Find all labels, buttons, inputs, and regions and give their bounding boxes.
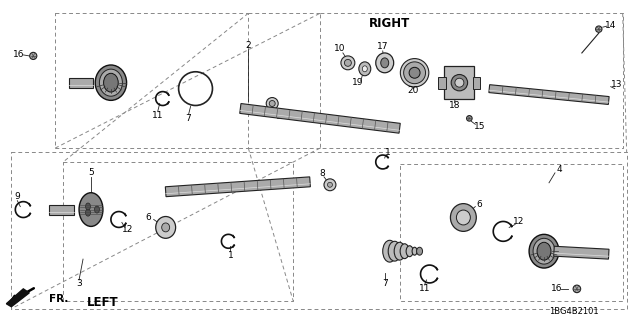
Ellipse shape — [451, 204, 476, 231]
Text: 15: 15 — [474, 122, 485, 131]
Ellipse shape — [388, 241, 401, 261]
Ellipse shape — [104, 73, 118, 92]
Polygon shape — [554, 246, 609, 259]
Text: 12: 12 — [513, 217, 525, 226]
Text: FR.: FR. — [49, 294, 68, 304]
Polygon shape — [49, 204, 74, 214]
Ellipse shape — [400, 244, 409, 259]
Text: 8: 8 — [319, 169, 325, 178]
Ellipse shape — [455, 78, 464, 87]
Ellipse shape — [409, 67, 420, 78]
Ellipse shape — [381, 58, 388, 68]
Polygon shape — [240, 104, 400, 133]
Text: 1: 1 — [385, 148, 390, 156]
Ellipse shape — [533, 238, 555, 264]
Text: 1: 1 — [227, 251, 233, 260]
Text: 2: 2 — [246, 42, 251, 51]
Text: 13: 13 — [611, 80, 623, 89]
Ellipse shape — [324, 179, 336, 191]
Text: 1BG4B2101: 1BG4B2101 — [549, 307, 599, 316]
Bar — [444, 66, 474, 99]
Ellipse shape — [86, 203, 90, 210]
Text: 4: 4 — [556, 165, 562, 174]
Text: 19: 19 — [352, 78, 364, 87]
Ellipse shape — [537, 242, 551, 260]
Bar — [438, 77, 446, 89]
Text: 11: 11 — [419, 284, 430, 293]
Text: 14: 14 — [605, 21, 616, 30]
Ellipse shape — [328, 182, 332, 187]
Ellipse shape — [266, 98, 278, 109]
Ellipse shape — [376, 53, 394, 73]
Ellipse shape — [95, 65, 127, 100]
Ellipse shape — [394, 242, 405, 260]
Bar — [473, 77, 480, 89]
Text: 6: 6 — [146, 213, 152, 222]
Ellipse shape — [341, 56, 355, 70]
Text: RIGHT: RIGHT — [369, 17, 410, 30]
Text: 3: 3 — [76, 279, 82, 288]
Text: 18: 18 — [449, 101, 460, 110]
Ellipse shape — [162, 223, 170, 232]
Ellipse shape — [467, 116, 472, 121]
Text: LEFT: LEFT — [87, 296, 119, 309]
Text: 20: 20 — [407, 86, 419, 95]
Ellipse shape — [362, 66, 367, 72]
Polygon shape — [69, 78, 93, 88]
Ellipse shape — [269, 100, 275, 107]
Ellipse shape — [456, 210, 470, 225]
Text: 9: 9 — [15, 192, 20, 201]
Polygon shape — [489, 85, 609, 104]
Polygon shape — [165, 177, 310, 197]
Text: 10: 10 — [334, 44, 346, 53]
Ellipse shape — [86, 209, 90, 216]
Ellipse shape — [573, 285, 580, 292]
Text: 17: 17 — [377, 43, 388, 52]
Ellipse shape — [406, 246, 413, 257]
Ellipse shape — [359, 62, 371, 76]
Text: 16: 16 — [551, 284, 563, 293]
Text: 12: 12 — [122, 225, 134, 234]
Text: 16: 16 — [13, 51, 24, 60]
Ellipse shape — [412, 247, 417, 255]
Ellipse shape — [404, 62, 426, 84]
Ellipse shape — [596, 26, 602, 32]
Text: 5: 5 — [88, 168, 94, 177]
Text: 11: 11 — [152, 111, 163, 120]
Ellipse shape — [156, 217, 175, 238]
Text: 7: 7 — [186, 114, 191, 123]
Ellipse shape — [383, 240, 397, 262]
Text: 6: 6 — [476, 200, 482, 209]
Ellipse shape — [79, 193, 103, 227]
Ellipse shape — [344, 60, 351, 66]
Ellipse shape — [95, 206, 99, 213]
Ellipse shape — [29, 52, 37, 60]
Text: 8: 8 — [275, 112, 281, 121]
Polygon shape — [6, 289, 29, 307]
Ellipse shape — [417, 247, 422, 255]
Ellipse shape — [451, 75, 468, 91]
Ellipse shape — [529, 234, 559, 268]
Text: 7: 7 — [382, 279, 388, 288]
Ellipse shape — [99, 69, 122, 96]
Ellipse shape — [401, 59, 429, 87]
